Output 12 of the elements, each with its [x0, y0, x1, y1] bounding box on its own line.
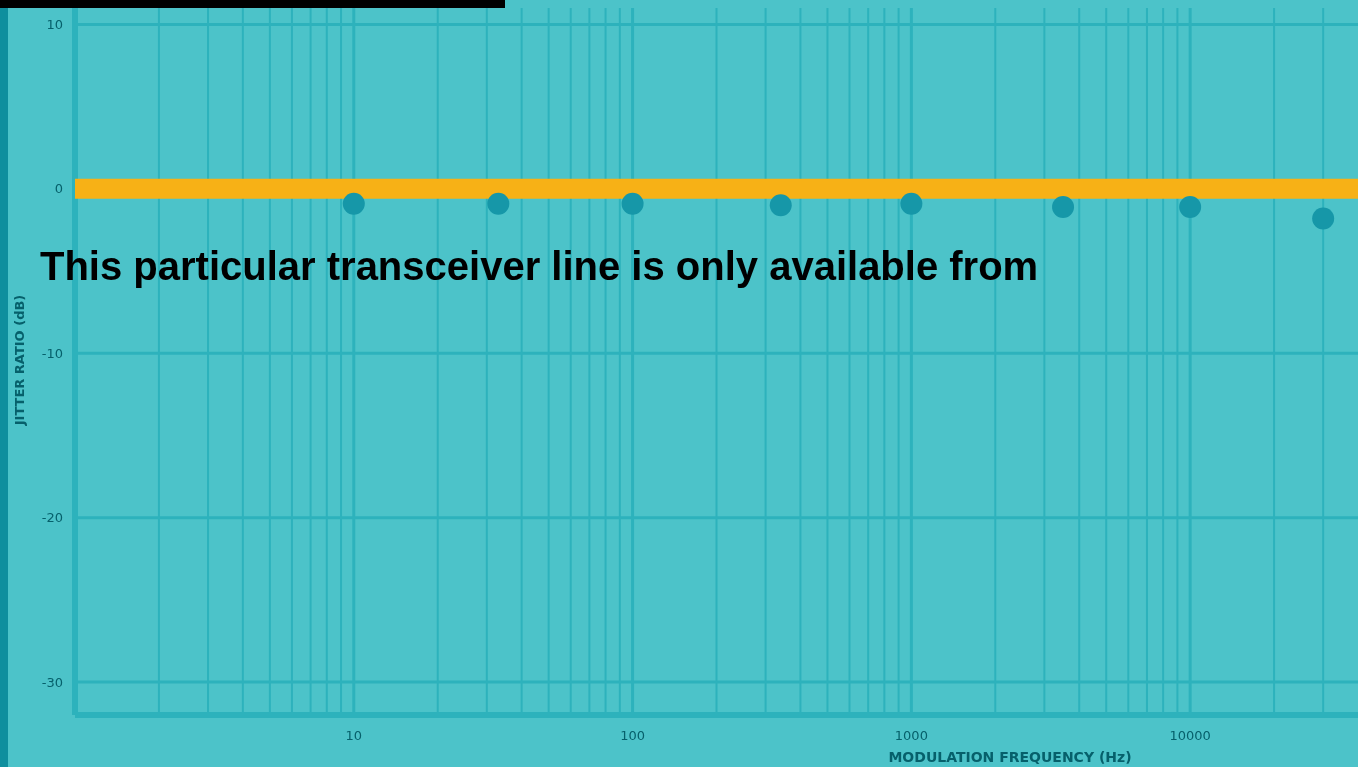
y-tick-label: 0 — [54, 181, 63, 197]
annotation: This particular transceiver line is only available from — [40, 244, 1039, 288]
y-axis-title: JITTER RATIO (dB) — [12, 294, 27, 427]
y-tick-label: -30 — [41, 674, 63, 690]
x-axis-title: MODULATION FREQUENCY (Hz) — [888, 749, 1132, 765]
x-tick-label: 10 — [345, 728, 363, 743]
x-tick-label: 10000 — [1169, 728, 1211, 743]
y-tick-label: -10 — [41, 345, 63, 361]
y-tick-label: -20 — [41, 510, 63, 526]
y-tick-label: 10 — [46, 16, 63, 32]
x-tick-label: 1000 — [894, 728, 928, 743]
x-tick-label: 100 — [620, 728, 645, 743]
